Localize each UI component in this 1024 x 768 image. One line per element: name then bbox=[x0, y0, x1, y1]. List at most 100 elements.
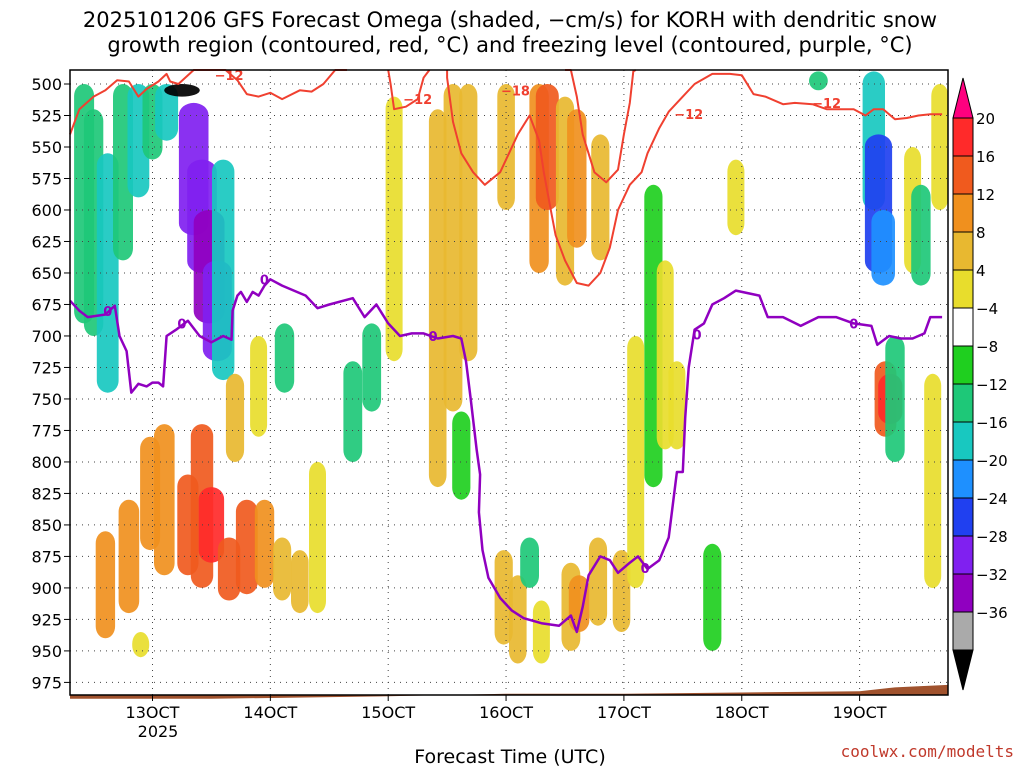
y-tick-label: 525 bbox=[31, 106, 62, 125]
colorbar: 20 16 12 8 4 −4 −8 −12 −16 −20 −24 −28 −32 −36 bbox=[952, 77, 1008, 691]
chart-title-line-2: growth region (contoured, red, °C) and f… bbox=[107, 33, 912, 57]
omega-patch bbox=[591, 134, 610, 261]
y-tick-label: 775 bbox=[31, 421, 62, 440]
colorbar-box bbox=[952, 383, 974, 423]
colorbar-label: 4 bbox=[976, 262, 986, 280]
omega-patch bbox=[155, 84, 179, 141]
omega-patch bbox=[567, 109, 587, 248]
x-axis-title: Forecast Time (UTC) bbox=[414, 746, 605, 768]
freezing-level-line bbox=[69, 278, 943, 634]
omega-patch bbox=[727, 159, 745, 236]
omega-patch bbox=[520, 537, 539, 588]
y-tick-label: 550 bbox=[31, 138, 62, 157]
freezing-contour-label: 0 bbox=[692, 329, 701, 344]
x-axis: 13OCT 14OCT 15OCT 16OCT 17OCT 18OCT 19OCT bbox=[126, 695, 887, 722]
credit-text: coolwx.com/modelts bbox=[841, 742, 1014, 761]
freezing-contour-label: 0 bbox=[103, 305, 112, 320]
colorbar-label: −16 bbox=[976, 414, 1008, 432]
colorbar-box bbox=[952, 345, 974, 385]
colorbar-box bbox=[952, 459, 974, 499]
dendritic-contour-label: −12 bbox=[674, 108, 703, 123]
colorbar-box bbox=[952, 231, 974, 271]
omega-patch bbox=[494, 550, 513, 645]
omega-patch bbox=[250, 336, 268, 437]
freezing-contour-label: 0 bbox=[260, 273, 269, 288]
y-tick-label: 700 bbox=[31, 327, 62, 346]
y-tick-label: 925 bbox=[31, 610, 62, 629]
colorbar-label: −8 bbox=[976, 338, 998, 356]
omega-patch bbox=[235, 499, 258, 595]
colorbar-label: 12 bbox=[976, 186, 995, 204]
y-tick-label: 950 bbox=[31, 642, 62, 661]
dendritic-contour-label: −12 bbox=[215, 69, 244, 84]
colorbar-box bbox=[952, 155, 974, 195]
omega-patch bbox=[443, 84, 463, 412]
omega-patch bbox=[627, 336, 645, 588]
dendritic-contour-line bbox=[387, 69, 431, 111]
omega-patch bbox=[217, 537, 241, 601]
x-tick-label: 13OCT bbox=[126, 703, 180, 722]
dendritic-contour-label: −12 bbox=[403, 93, 432, 108]
y-tick-label: 600 bbox=[31, 201, 62, 220]
colorbar-label: −20 bbox=[976, 452, 1008, 470]
omega-patch bbox=[198, 487, 225, 563]
omega-patch bbox=[309, 461, 326, 614]
omega-patch bbox=[588, 537, 608, 626]
omega-shading bbox=[74, 71, 949, 664]
omega-patch bbox=[273, 537, 292, 601]
colorbar-label: −28 bbox=[976, 528, 1008, 546]
freezing-contour-label: 0 bbox=[177, 317, 186, 332]
y-tick-label: 625 bbox=[31, 232, 62, 251]
omega-patch bbox=[154, 424, 175, 576]
omega-patch bbox=[452, 411, 471, 500]
omega-patch bbox=[871, 210, 895, 286]
y-tick-label: 900 bbox=[31, 579, 62, 598]
y-tick-label: 850 bbox=[31, 516, 62, 535]
contour-labels: −12 −12 −18 −12 −12 0 0 0 0 0 0 0 bbox=[103, 69, 858, 577]
colorbar-box bbox=[952, 193, 974, 233]
y-tick-label: 575 bbox=[31, 169, 62, 188]
plot-frame bbox=[69, 69, 949, 696]
omega-patch bbox=[254, 499, 275, 588]
omega-patch bbox=[291, 550, 309, 614]
colorbar-box bbox=[952, 611, 974, 651]
y-tick-label: 750 bbox=[31, 390, 62, 409]
omega-patch bbox=[132, 632, 150, 658]
omega-patch bbox=[703, 543, 722, 651]
colorbar-box bbox=[952, 307, 974, 347]
omega-patch bbox=[428, 109, 447, 488]
colorbar-label: −4 bbox=[976, 300, 998, 318]
colorbar-label: 8 bbox=[976, 224, 986, 242]
y-tick-label: 825 bbox=[31, 484, 62, 503]
colorbar-box bbox=[952, 573, 974, 613]
omega-patch bbox=[225, 373, 245, 462]
omega-patch bbox=[924, 373, 942, 588]
colorbar-box bbox=[952, 269, 974, 309]
colorbar-label: −12 bbox=[976, 376, 1008, 394]
y-tick-label: 650 bbox=[31, 264, 62, 283]
omega-patch bbox=[532, 600, 550, 664]
dendritic-contour-label: −18 bbox=[501, 84, 530, 99]
omega-patch bbox=[509, 575, 527, 664]
freezing-contour-label: 0 bbox=[428, 330, 437, 345]
y-tick-label: 975 bbox=[31, 673, 62, 692]
dendritic-contour-line bbox=[565, 69, 637, 184]
x-tick-label: 18OCT bbox=[715, 703, 769, 722]
plot-border bbox=[69, 69, 949, 696]
x-tick-label: 15OCT bbox=[361, 703, 415, 722]
colorbar-label: 20 bbox=[976, 110, 995, 128]
y-axis: 500 525 550 575 600 625 650 675 700 725 750 775 800 8… bbox=[31, 75, 70, 692]
colorbar-bottom-triangle bbox=[952, 649, 974, 691]
omega-patch bbox=[568, 575, 590, 632]
omega-patch bbox=[385, 96, 403, 362]
x-tick-label: 19OCT bbox=[833, 703, 887, 722]
chart-title-line-1: 2025101206 GFS Forecast Omega (shaded, −… bbox=[83, 8, 937, 32]
omega-patch bbox=[362, 323, 382, 412]
dendritic-contour-label: −12 bbox=[812, 97, 841, 112]
x-tick-label: 17OCT bbox=[597, 703, 651, 722]
y-tick-label: 800 bbox=[31, 453, 62, 472]
colorbar-box bbox=[952, 421, 974, 461]
colorbar-label: 16 bbox=[976, 148, 995, 166]
omega-patch bbox=[118, 499, 140, 614]
